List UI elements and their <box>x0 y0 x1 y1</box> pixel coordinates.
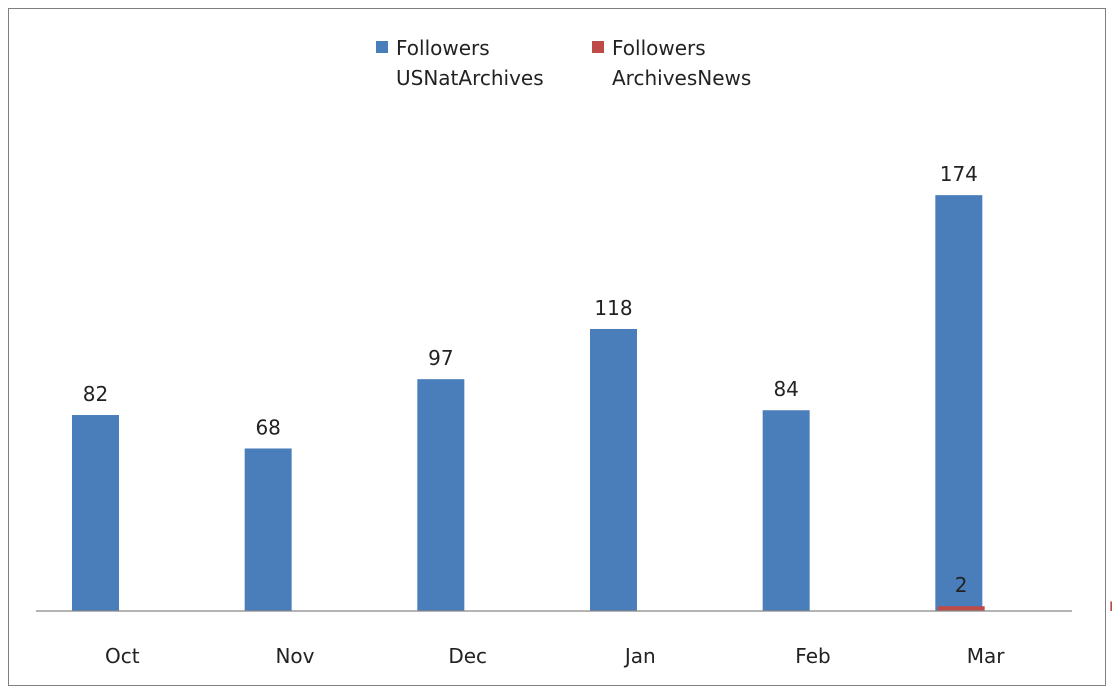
bar-usnatarchives-nov <box>244 448 292 611</box>
bar-usnatarchives-dec <box>417 379 465 611</box>
data-label-usnatarchives-feb: 84 <box>773 377 798 401</box>
data-label-archivesnews-feb: 2 <box>955 573 968 597</box>
legend-label-usnatarchives-line-2: USNatArchives <box>396 66 544 90</box>
chart-frame <box>8 8 1106 686</box>
x-tick-label-dec: Dec <box>448 644 487 668</box>
legend-swatch-archivesnews <box>592 41 604 53</box>
data-label-usnatarchives-nov: 68 <box>255 415 280 439</box>
legend-label-usnatarchives-line-1: Followers <box>396 36 490 60</box>
bar-usnatarchives-jan <box>590 328 637 611</box>
x-tick-label-mar: Mar <box>967 644 1006 668</box>
data-label-usnatarchives-jan: 118 <box>594 296 632 320</box>
x-tick-label-nov: Nov <box>275 644 314 668</box>
bar-usnatarchives-oct <box>72 415 119 611</box>
x-tick-label-jan: Jan <box>623 644 656 668</box>
legend-swatch-usnatarchives <box>376 41 388 53</box>
data-label-usnatarchives-dec: 97 <box>428 346 453 370</box>
legend-label-archivesnews-line-2: ArchivesNews <box>612 66 751 90</box>
legend-label-archivesnews-line-1: Followers <box>612 36 706 60</box>
x-tick-label-feb: Feb <box>795 644 830 668</box>
bar-archivesnews-feb <box>937 606 985 611</box>
data-label-usnatarchives-oct: 82 <box>83 382 108 406</box>
bar-usnatarchives-feb <box>762 410 810 611</box>
bar-archivesnews-mar <box>1110 601 1112 611</box>
x-tick-label-oct: Oct <box>105 644 140 668</box>
data-label-usnatarchives-mar: 174 <box>940 162 978 186</box>
bar-usnatarchives-mar <box>935 195 983 611</box>
